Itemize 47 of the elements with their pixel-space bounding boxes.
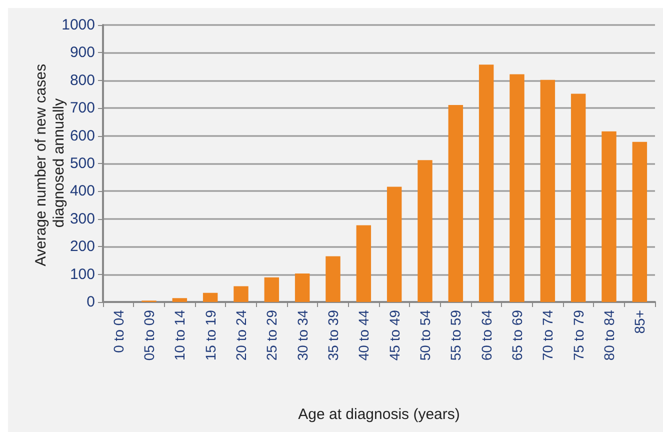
bar — [172, 298, 188, 302]
bar — [294, 273, 310, 302]
x-tick-label: 10 to 14 — [172, 310, 188, 361]
y-axis-title: Average number of new cases diagnosed annually — [32, 60, 68, 266]
x-tick-label: 40 to 44 — [356, 310, 372, 361]
x-tick-label: 85+ — [632, 310, 648, 334]
x-tick-label: 05 to 09 — [141, 310, 157, 361]
bar — [602, 131, 616, 302]
y-tick-label: 1000 — [62, 16, 95, 34]
x-tick-label: 75 to 79 — [570, 310, 586, 361]
bar — [448, 105, 464, 302]
x-tick-label: 30 to 34 — [294, 310, 310, 361]
bar — [510, 74, 524, 302]
bar — [386, 186, 402, 302]
bar — [326, 256, 340, 302]
y-tick-label: 500 — [70, 155, 95, 172]
bar — [632, 142, 648, 302]
x-tick-label: 35 to 39 — [325, 310, 341, 361]
x-axis-title: Age at diagnosis (years) — [298, 406, 460, 423]
bar — [478, 64, 494, 302]
x-tick-label: 45 to 49 — [386, 310, 402, 361]
bar — [234, 286, 248, 302]
x-tick-label: 15 to 19 — [202, 310, 218, 361]
bar — [540, 80, 556, 302]
x-tick-label: 65 to 69 — [509, 310, 525, 361]
bar — [418, 160, 432, 302]
y-tick-label: 800 — [70, 72, 95, 89]
y-tick-label: 700 — [70, 100, 95, 117]
y-tick-label: 0 — [86, 294, 95, 310]
y-tick-label: 400 — [70, 182, 95, 200]
bar — [356, 225, 372, 302]
y-tick-label: 200 — [70, 238, 95, 256]
x-tick-label: 25 to 29 — [264, 310, 280, 361]
y-tick-label: 600 — [70, 127, 95, 144]
x-tick-label: 60 to 64 — [478, 310, 494, 361]
x-tick-label: 0 to 04 — [110, 310, 126, 353]
bar — [202, 292, 218, 302]
y-tick-label: 300 — [70, 210, 95, 228]
x-tick-label: 20 to 24 — [233, 310, 249, 361]
y-tick-label: 900 — [70, 44, 95, 62]
x-tick-label: 80 to 84 — [601, 310, 617, 361]
x-tick-label: 55 to 59 — [448, 310, 464, 361]
bar — [570, 94, 586, 302]
x-tick-label: 50 to 54 — [417, 310, 433, 361]
bar — [264, 277, 280, 302]
x-tick-label: 70 to 74 — [540, 310, 556, 361]
y-tick-label: 100 — [70, 266, 95, 283]
